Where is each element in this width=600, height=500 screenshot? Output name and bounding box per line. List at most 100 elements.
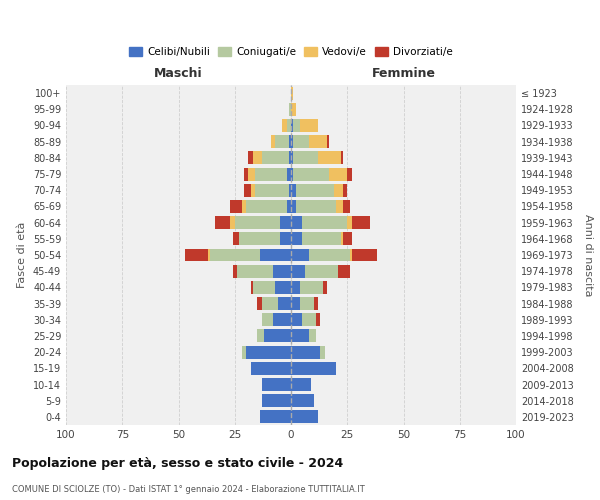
- Bar: [289, 135, 291, 148]
- Bar: [291, 362, 336, 375]
- Bar: [302, 216, 347, 229]
- Bar: [291, 297, 300, 310]
- Bar: [291, 394, 314, 407]
- Bar: [273, 314, 291, 326]
- Bar: [309, 330, 316, 342]
- Text: Femmine: Femmine: [371, 67, 436, 80]
- Bar: [282, 119, 287, 132]
- Y-axis label: Fasce di età: Fasce di età: [17, 222, 27, 288]
- Bar: [248, 152, 253, 164]
- Bar: [253, 281, 275, 294]
- Bar: [291, 119, 293, 132]
- Bar: [291, 410, 318, 424]
- Bar: [347, 168, 352, 180]
- Bar: [262, 297, 277, 310]
- Bar: [296, 200, 336, 213]
- Bar: [291, 346, 320, 358]
- Bar: [275, 281, 291, 294]
- Bar: [320, 346, 325, 358]
- Bar: [230, 216, 235, 229]
- Bar: [215, 216, 230, 229]
- Bar: [291, 330, 309, 342]
- Bar: [210, 248, 260, 262]
- Text: Maschi: Maschi: [154, 67, 203, 80]
- Bar: [291, 281, 300, 294]
- Bar: [318, 152, 341, 164]
- Bar: [257, 330, 264, 342]
- Bar: [262, 394, 291, 407]
- Bar: [293, 168, 329, 180]
- Bar: [305, 264, 338, 278]
- Bar: [352, 248, 377, 262]
- Bar: [248, 168, 255, 180]
- Bar: [230, 200, 241, 213]
- Bar: [287, 168, 291, 180]
- Bar: [185, 248, 208, 262]
- Bar: [352, 216, 370, 229]
- Bar: [327, 135, 329, 148]
- Bar: [291, 135, 293, 148]
- Bar: [293, 152, 318, 164]
- Text: COMUNE DI SCIOLZE (TO) - Dati ISTAT 1° gennaio 2024 - Elaborazione TUTTITALIA.IT: COMUNE DI SCIOLZE (TO) - Dati ISTAT 1° g…: [12, 485, 365, 494]
- Bar: [239, 232, 280, 245]
- Bar: [291, 232, 302, 245]
- Bar: [233, 264, 237, 278]
- Bar: [289, 103, 291, 116]
- Bar: [277, 297, 291, 310]
- Bar: [280, 232, 291, 245]
- Bar: [271, 135, 275, 148]
- Bar: [291, 264, 305, 278]
- Bar: [302, 232, 341, 245]
- Bar: [287, 119, 291, 132]
- Bar: [237, 264, 273, 278]
- Bar: [302, 314, 316, 326]
- Bar: [255, 184, 289, 196]
- Bar: [349, 248, 352, 262]
- Bar: [208, 248, 210, 262]
- Text: Popolazione per età, sesso e stato civile - 2024: Popolazione per età, sesso e stato civil…: [12, 458, 343, 470]
- Bar: [241, 200, 246, 213]
- Bar: [289, 152, 291, 164]
- Bar: [316, 314, 320, 326]
- Bar: [289, 184, 291, 196]
- Bar: [343, 184, 347, 196]
- Bar: [309, 135, 327, 148]
- Bar: [343, 200, 349, 213]
- Bar: [300, 119, 318, 132]
- Bar: [293, 135, 309, 148]
- Bar: [347, 216, 352, 229]
- Bar: [314, 297, 318, 310]
- Bar: [291, 103, 296, 116]
- Bar: [260, 248, 291, 262]
- Bar: [233, 232, 239, 245]
- Bar: [291, 378, 311, 391]
- Bar: [291, 86, 293, 100]
- Bar: [262, 378, 291, 391]
- Bar: [341, 232, 343, 245]
- Bar: [291, 216, 302, 229]
- Bar: [334, 184, 343, 196]
- Bar: [235, 216, 280, 229]
- Bar: [291, 184, 296, 196]
- Bar: [244, 184, 251, 196]
- Legend: Celibi/Nubili, Coniugati/e, Vedovi/e, Divorziati/e: Celibi/Nubili, Coniugati/e, Vedovi/e, Di…: [125, 42, 457, 61]
- Bar: [296, 184, 334, 196]
- Bar: [246, 200, 287, 213]
- Bar: [336, 200, 343, 213]
- Bar: [300, 281, 323, 294]
- Bar: [341, 152, 343, 164]
- Bar: [329, 168, 347, 180]
- Bar: [291, 152, 293, 164]
- Bar: [251, 184, 255, 196]
- Bar: [343, 232, 352, 245]
- Bar: [300, 297, 314, 310]
- Bar: [287, 200, 291, 213]
- Bar: [257, 297, 262, 310]
- Bar: [293, 119, 300, 132]
- Y-axis label: Anni di nascita: Anni di nascita: [583, 214, 593, 296]
- Bar: [262, 152, 289, 164]
- Bar: [244, 168, 248, 180]
- Bar: [251, 281, 253, 294]
- Bar: [253, 152, 262, 164]
- Bar: [291, 168, 293, 180]
